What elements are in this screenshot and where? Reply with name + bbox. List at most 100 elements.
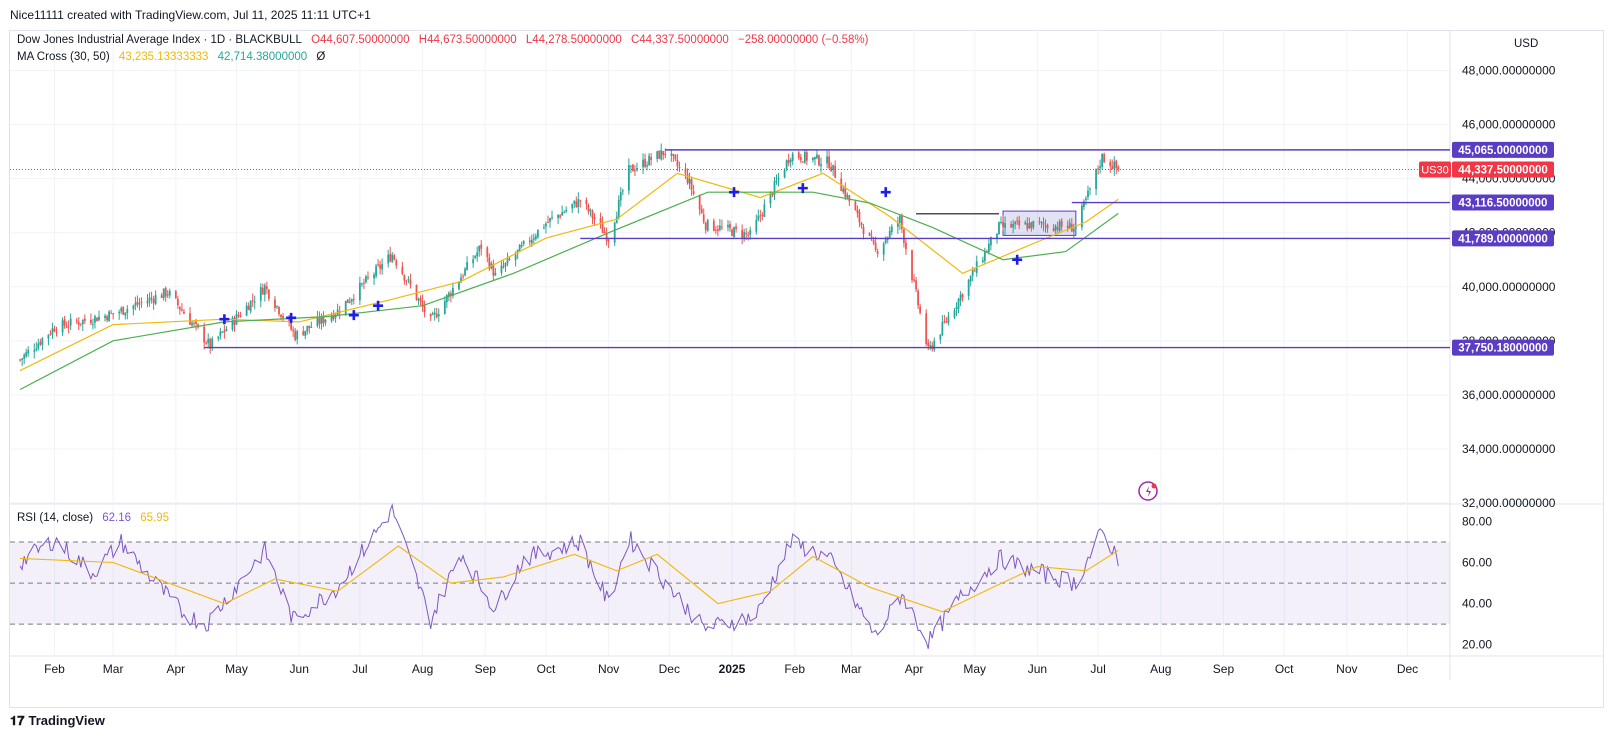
ma-cross-marker xyxy=(880,187,891,198)
candle-body xyxy=(933,340,936,350)
candle-body xyxy=(575,201,578,208)
candle-body xyxy=(138,303,141,305)
candle-body xyxy=(842,188,845,193)
candle-body xyxy=(551,217,553,219)
candle-body xyxy=(365,276,367,283)
candle-body xyxy=(108,311,111,322)
candle-body xyxy=(282,316,284,319)
candle-body xyxy=(346,299,349,303)
candle-body xyxy=(168,291,171,296)
candle-body xyxy=(429,314,432,317)
candle-body xyxy=(417,299,420,301)
candle-body xyxy=(1095,169,1097,190)
candle-body xyxy=(92,323,94,325)
candle-body xyxy=(716,229,719,231)
candle-body xyxy=(686,173,689,183)
legend-ma: MA Cross (30, 50) 43,235.13333333 42,714… xyxy=(17,51,331,63)
candle-body xyxy=(219,331,222,336)
rsi-tick-label: 40.00 xyxy=(1462,597,1492,611)
alert-icon xyxy=(1138,481,1158,501)
candle-body xyxy=(543,227,545,229)
candle-body xyxy=(785,160,788,169)
candle-body xyxy=(601,223,604,234)
candle-body xyxy=(1115,160,1118,168)
candle-body xyxy=(150,297,153,299)
candle-body xyxy=(500,265,503,273)
candle-body xyxy=(191,322,193,326)
candle-body xyxy=(913,279,915,281)
candle-body xyxy=(650,157,653,160)
candle-body xyxy=(324,319,327,323)
candle-body xyxy=(443,301,446,315)
candle-body xyxy=(332,314,335,320)
candle-body xyxy=(704,222,707,231)
candle-body xyxy=(749,230,752,235)
candle-body xyxy=(290,322,293,330)
rsi-pane xyxy=(10,503,1450,649)
candle-body xyxy=(698,195,701,210)
candle-body xyxy=(494,272,497,276)
candle-body xyxy=(391,254,394,262)
candle-body xyxy=(106,316,108,321)
legend-ma-label[interactable]: MA Cross (30, 50) xyxy=(17,51,110,63)
candle-body xyxy=(799,156,802,161)
level-label: 45,065.00000000 xyxy=(1458,145,1548,157)
candle-body xyxy=(706,219,709,231)
candle-body xyxy=(94,316,96,323)
candle-body xyxy=(344,300,347,315)
currency-label[interactable]: USD xyxy=(1514,38,1539,50)
candle-body xyxy=(122,306,125,315)
candle-body xyxy=(874,242,877,250)
candle-body xyxy=(83,318,86,321)
candle-body xyxy=(53,328,56,332)
candle-body xyxy=(987,243,990,252)
candle-body xyxy=(658,150,661,159)
candle-body xyxy=(617,199,620,219)
candle-body xyxy=(830,166,833,172)
candle-body xyxy=(721,226,723,228)
candle-body xyxy=(27,350,30,354)
price-tick-label: 48,000.00000000 xyxy=(1462,64,1556,78)
legend-symbol[interactable]: Dow Jones Industrial Average Index · 1D … xyxy=(17,34,302,46)
candle-body xyxy=(124,312,127,316)
candle-body xyxy=(603,231,606,234)
candle-body xyxy=(532,238,535,240)
candle-body xyxy=(998,221,1000,235)
candle-body xyxy=(629,165,632,167)
candle-body xyxy=(316,317,319,326)
brand-logo[interactable]: 𝟏𝟕 TradingView xyxy=(10,713,105,729)
candle-body xyxy=(160,295,163,298)
candle-body xyxy=(757,215,760,220)
candle-body xyxy=(862,226,865,234)
candle-body xyxy=(1028,223,1031,228)
candle-body xyxy=(259,287,262,301)
symbol-tag: US30 xyxy=(1421,165,1449,177)
candle-body xyxy=(534,236,537,240)
candle-body xyxy=(205,343,208,345)
candle-body xyxy=(587,205,590,212)
candle-body xyxy=(854,201,857,211)
candle-body xyxy=(945,321,948,323)
candle-body xyxy=(518,244,521,251)
candle-body xyxy=(211,338,214,349)
ma30-line xyxy=(19,172,1119,372)
last-price-label-bg xyxy=(1452,161,1554,178)
legend-rsi-label[interactable]: RSI (14, close) xyxy=(17,512,94,524)
candle-body xyxy=(251,300,254,302)
candle-body xyxy=(803,151,806,163)
rsi-line xyxy=(19,503,1119,649)
candle-body xyxy=(89,319,92,324)
x-tick-label: 2025 xyxy=(719,662,746,676)
candle-body xyxy=(1004,223,1006,229)
candle-body xyxy=(419,297,422,302)
candle-body xyxy=(1068,222,1071,229)
candle-body xyxy=(565,210,568,212)
level-label-bg xyxy=(1452,230,1554,247)
candle-body xyxy=(33,350,36,352)
symbol-tag-bg xyxy=(1419,161,1451,178)
chart-frame[interactable] xyxy=(9,30,1604,708)
candle-body xyxy=(678,167,681,169)
candle-body xyxy=(1058,221,1061,232)
candle-body xyxy=(363,282,365,284)
